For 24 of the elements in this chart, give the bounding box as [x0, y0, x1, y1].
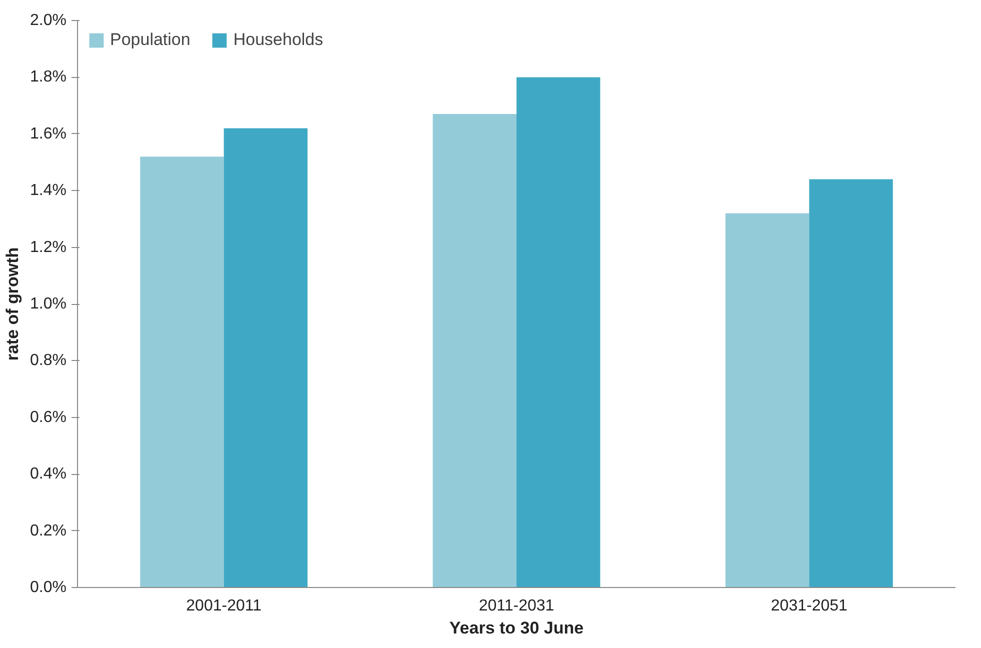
- y-tick-label: 2.0%: [30, 12, 66, 29]
- x-tick-label: 2001-2011: [186, 598, 262, 614]
- y-tick-label: 1.0%: [30, 296, 66, 312]
- y-tick-label: 0.8%: [30, 352, 66, 370]
- bar: [809, 179, 893, 588]
- y-axis-title: rate of growth: [3, 247, 22, 361]
- y-tick-label: 1.2%: [30, 238, 66, 256]
- bar: [516, 77, 600, 588]
- x-tick-label: 2011-2031: [478, 598, 554, 614]
- y-tick-label: 0.4%: [30, 466, 66, 483]
- y-tick-label: 0.0%: [30, 579, 66, 596]
- bar: [224, 128, 308, 588]
- legend-label: Households: [233, 30, 324, 50]
- y-tick-label: 1.4%: [30, 182, 66, 200]
- y-tick-label: 1.6%: [30, 125, 66, 142]
- y-tick-label: 0.6%: [30, 408, 66, 426]
- y-tick-label: 0.2%: [30, 522, 66, 540]
- bar: [432, 114, 516, 588]
- y-tick-label: 1.8%: [30, 68, 66, 86]
- legend-label: Population: [110, 30, 190, 50]
- x-axis-title: Years to 30 June: [449, 618, 584, 638]
- bar: [725, 213, 810, 588]
- bar: [140, 156, 224, 588]
- x-tick-label: 2031-2051: [770, 598, 848, 614]
